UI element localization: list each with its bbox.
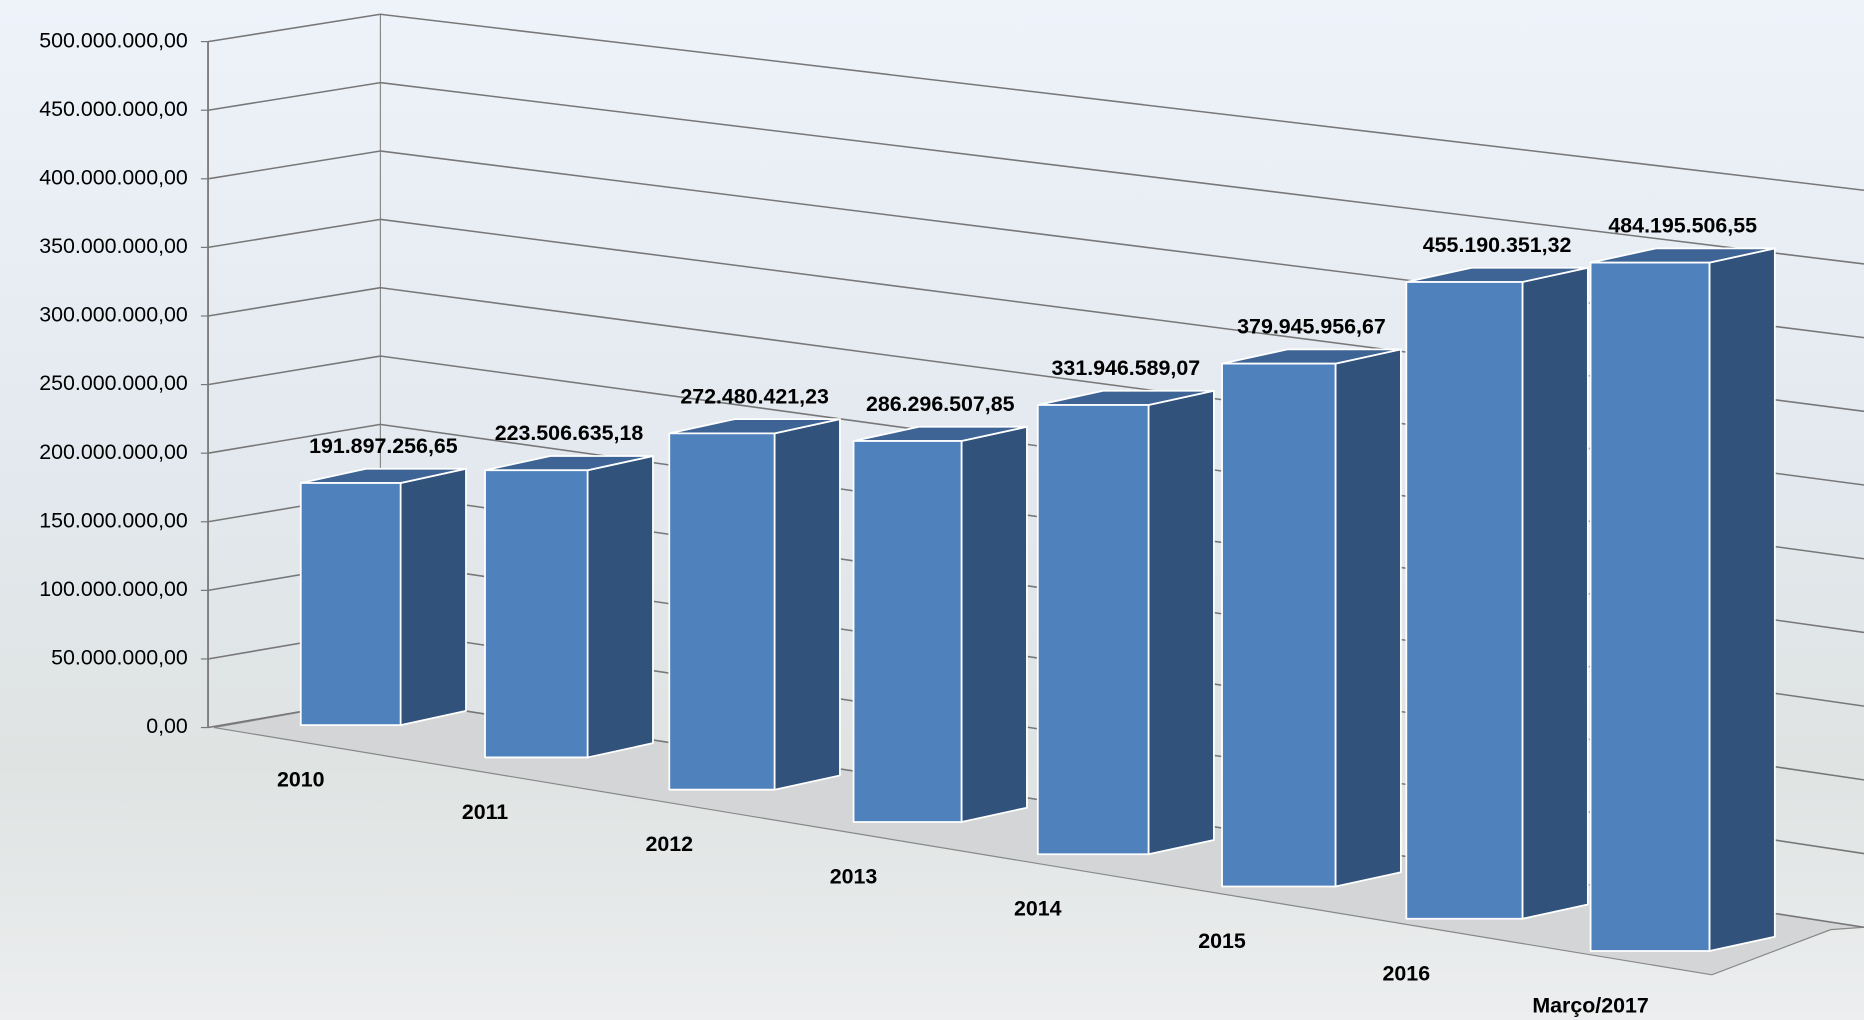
x-tick-label: 2013 [830,864,878,888]
bar-side [960,425,1028,823]
value-label: 286.296.507,85 [866,392,1015,416]
value-label: 191.897.256,65 [309,434,458,458]
y-tick-label: 0,00 [146,714,188,738]
bar-side [1147,389,1215,856]
bar [1036,404,1150,856]
grid-line [207,150,1864,339]
bar [1589,261,1711,952]
bar [1221,362,1337,888]
y-tick-label: 50.000.000,00 [51,646,188,670]
bar-side [399,467,467,727]
bar-side [586,455,654,759]
y-tick-label: 500.000.000,00 [39,28,188,52]
bar [299,482,402,727]
y-tick-label: 400.000.000,00 [39,165,188,189]
y-tick-label: 450.000.000,00 [39,97,188,121]
y-tick-label: 300.000.000,00 [39,303,188,327]
y-tick-label: 200.000.000,00 [39,440,188,464]
bar [852,440,963,823]
value-label: 331.946.589,07 [1052,356,1201,380]
x-tick-label: Março/2017 [1532,994,1648,1018]
bar-side [1521,266,1589,920]
value-label: 484.195.506,55 [1608,214,1757,238]
value-label: 223.506.635,18 [495,421,644,445]
x-tick-label: 2016 [1383,961,1431,985]
value-label: 455.190.351,32 [1423,233,1572,257]
x-tick-label: 2012 [645,832,693,856]
grid-line [207,218,1864,413]
x-tick-label: 2014 [1014,897,1062,921]
bar-side [773,418,841,791]
bar [484,469,589,759]
grid-line [207,13,1864,191]
y-tick-label: 150.000.000,00 [39,508,188,532]
x-tick-label: 2010 [277,768,325,792]
bar-side [1334,348,1402,888]
x-tick-label: 2011 [462,800,508,824]
y-tick-label: 100.000.000,00 [39,577,188,601]
grid-line [207,81,1864,265]
value-label: 272.480.421,23 [680,384,829,408]
x-tick-label: 2015 [1198,929,1246,953]
bar-side [1708,247,1776,952]
bar [668,432,776,791]
y-tick-label: 350.000.000,00 [39,234,188,258]
bar [1405,281,1524,920]
value-label: 379.945.956,67 [1237,315,1386,339]
y-tick-label: 250.000.000,00 [39,371,188,395]
